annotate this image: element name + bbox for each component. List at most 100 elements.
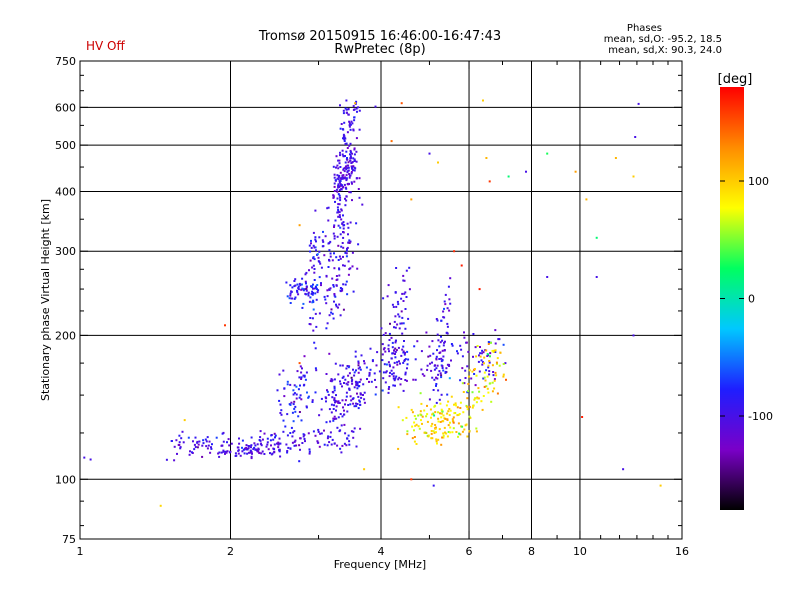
data-point [312, 283, 314, 286]
outlier-point [298, 362, 301, 365]
data-point [350, 156, 352, 159]
data-point [318, 312, 321, 315]
data-point [405, 379, 408, 382]
data-point [308, 269, 310, 272]
data-point [502, 375, 505, 378]
data-point [343, 170, 346, 173]
data-point [206, 436, 209, 439]
data-point [292, 403, 295, 406]
data-point [474, 384, 477, 387]
data-point [450, 395, 453, 398]
data-point [276, 442, 278, 445]
data-point [342, 185, 345, 188]
data-point [258, 439, 261, 441]
data-point [486, 353, 489, 356]
data-point [498, 338, 501, 341]
data-point [354, 380, 357, 383]
data-point [298, 282, 301, 285]
data-point [397, 447, 400, 450]
data-point [342, 137, 344, 140]
outlier-point [437, 161, 439, 164]
data-point [451, 431, 454, 434]
data-point [341, 289, 344, 292]
data-point [387, 388, 390, 390]
data-point [202, 442, 205, 445]
data-point [319, 262, 322, 265]
data-point [414, 378, 417, 381]
data-point [353, 153, 356, 156]
stats-x-mode: mean, sd,X: 90.3, 24.0 [608, 45, 722, 56]
data-point [292, 420, 295, 423]
data-point [408, 288, 411, 291]
data-point [491, 364, 494, 367]
y-axis-ticks: 75 100 200 300 400 500 600 750 [55, 55, 682, 546]
data-point [326, 437, 329, 440]
data-point [398, 315, 401, 318]
data-point [437, 420, 440, 423]
data-point [331, 438, 334, 441]
data-point [402, 345, 405, 348]
data-point [437, 373, 440, 376]
data-point [342, 255, 344, 258]
data-point [315, 325, 318, 328]
data-point [442, 432, 445, 435]
data-point [308, 452, 311, 455]
data-point [285, 281, 288, 284]
data-point [328, 408, 331, 411]
data-point [259, 430, 262, 433]
outlier-point [432, 484, 435, 487]
data-point [344, 399, 347, 402]
outlier-point [574, 170, 577, 173]
data-point [307, 291, 310, 294]
data-point [432, 412, 435, 415]
data-point [304, 440, 306, 443]
y-tick-label: 75 [62, 533, 76, 546]
data-point [249, 451, 252, 454]
data-point [346, 437, 349, 440]
data-point [348, 268, 351, 271]
data-point [187, 436, 190, 439]
data-point [496, 357, 499, 360]
data-point [309, 296, 312, 299]
data-point [393, 379, 396, 382]
data-point [478, 390, 481, 393]
data-point [325, 397, 328, 400]
data-point [332, 232, 335, 235]
data-point [345, 382, 348, 385]
data-point [330, 403, 333, 406]
data-point [333, 173, 336, 176]
data-point [291, 411, 294, 414]
data-point [374, 378, 376, 381]
colorbar-unit: [deg] [718, 72, 753, 87]
data-point [435, 384, 437, 387]
data-point [438, 428, 441, 431]
data-point [402, 322, 405, 325]
data-point [338, 181, 341, 184]
data-point [487, 341, 490, 343]
data-point [411, 437, 414, 440]
data-point [337, 306, 339, 309]
data-point [391, 303, 394, 306]
data-point [383, 363, 386, 366]
data-point [328, 249, 331, 252]
data-point [502, 373, 505, 376]
data-point [349, 149, 352, 152]
data-point [244, 447, 246, 450]
data-point [245, 444, 248, 447]
data-point [427, 355, 430, 358]
data-point [333, 226, 335, 228]
data-point [359, 368, 362, 371]
data-point [426, 404, 428, 407]
data-point [250, 446, 252, 449]
data-point [289, 284, 292, 287]
data-point [485, 369, 488, 372]
data-point [196, 446, 199, 449]
data-point [343, 121, 346, 124]
data-point [282, 430, 285, 433]
data-point [447, 424, 450, 427]
data-point [319, 432, 322, 435]
data-point [349, 151, 352, 154]
data-point [315, 240, 317, 243]
data-point [436, 377, 439, 380]
data-point [313, 341, 316, 344]
